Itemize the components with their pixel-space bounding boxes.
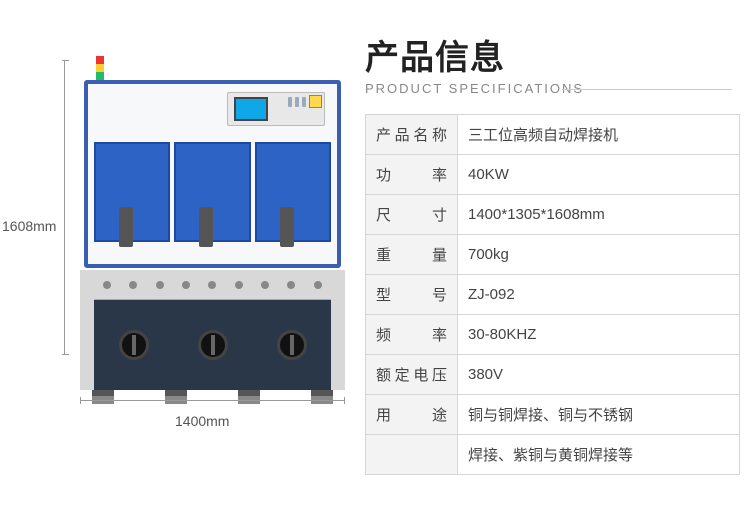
weld-station-3 xyxy=(255,142,331,242)
spec-key: 额定电压 xyxy=(366,355,458,395)
dim-height-line xyxy=(64,60,65,355)
handwheel-icon xyxy=(277,330,307,360)
bench-side-left xyxy=(80,270,94,390)
table-row: 焊接、紫铜与黄铜焊接等 xyxy=(366,435,740,475)
warning-label-icon xyxy=(309,95,322,108)
spec-key: 用 途 xyxy=(366,395,458,435)
handwheel-icon xyxy=(198,330,228,360)
spec-value: 380V xyxy=(458,355,740,395)
spec-value: 三工位高频自动焊接机 xyxy=(458,115,740,155)
table-row: 产品名称三工位高频自动焊接机 xyxy=(366,115,740,155)
spec-value: 30-80KHZ xyxy=(458,315,740,355)
weld-station-2 xyxy=(174,142,250,242)
spec-value: 铜与铜焊接、铜与不锈钢 xyxy=(458,395,740,435)
spec-key: 产品名称 xyxy=(366,115,458,155)
weld-stations xyxy=(94,142,331,242)
table-row: 用 途铜与铜焊接、铜与不锈钢 xyxy=(366,395,740,435)
table-row: 型 号ZJ-092 xyxy=(366,275,740,315)
weld-station-1 xyxy=(94,142,170,242)
dim-width-label: 1400mm xyxy=(175,413,229,429)
handwheel-icon xyxy=(119,330,149,360)
spec-key: 型 号 xyxy=(366,275,458,315)
spec-key: 频 率 xyxy=(366,315,458,355)
table-row: 额定电压380V xyxy=(366,355,740,395)
spec-key xyxy=(366,435,458,475)
spec-key: 重 量 xyxy=(366,235,458,275)
spec-panel: 产品信息 PRODUCT SPECIFICATIONS 产品名称三工位高频自动焊… xyxy=(365,20,740,485)
bench-mid xyxy=(94,270,331,390)
heading-en: PRODUCT SPECIFICATIONS xyxy=(365,81,740,96)
handwheels xyxy=(94,300,331,390)
spec-value: 40KW xyxy=(458,155,740,195)
spec-value: 700kg xyxy=(458,235,740,275)
spec-table-body: 产品名称三工位高频自动焊接机功 率40KW尺 寸1400*1305*1608mm… xyxy=(366,115,740,475)
table-row: 尺 寸1400*1305*1608mm xyxy=(366,195,740,235)
foot-icon xyxy=(92,390,114,404)
spec-value: 焊接、紫铜与黄铜焊接等 xyxy=(458,435,740,475)
machine-bench xyxy=(80,270,345,390)
spec-key: 尺 寸 xyxy=(366,195,458,235)
bench-controls-icon xyxy=(94,270,331,300)
heading-cn: 产品信息 xyxy=(365,30,740,79)
machine-illustration xyxy=(80,58,345,398)
page: 1608mm xyxy=(0,0,750,505)
table-row: 频 率30-80KHZ xyxy=(366,315,740,355)
dim-width-line xyxy=(80,400,345,401)
foot-icon xyxy=(311,390,333,404)
spec-value: 1400*1305*1608mm xyxy=(458,195,740,235)
hmi-screen-icon xyxy=(234,97,268,121)
machine-frame xyxy=(84,80,341,268)
spec-value: ZJ-092 xyxy=(458,275,740,315)
foot-icon xyxy=(165,390,187,404)
toggle-switches-icon xyxy=(288,97,306,107)
spec-table: 产品名称三工位高频自动焊接机功 率40KW尺 寸1400*1305*1608mm… xyxy=(365,114,740,475)
table-row: 功 率40KW xyxy=(366,155,740,195)
control-panel xyxy=(227,92,325,126)
machine-feet xyxy=(80,390,345,404)
foot-icon xyxy=(238,390,260,404)
table-row: 重 量700kg xyxy=(366,235,740,275)
product-figure: 1608mm xyxy=(0,20,365,485)
spec-key: 功 率 xyxy=(366,155,458,195)
bench-side-right xyxy=(331,270,345,390)
dim-height-label: 1608mm xyxy=(2,218,56,234)
